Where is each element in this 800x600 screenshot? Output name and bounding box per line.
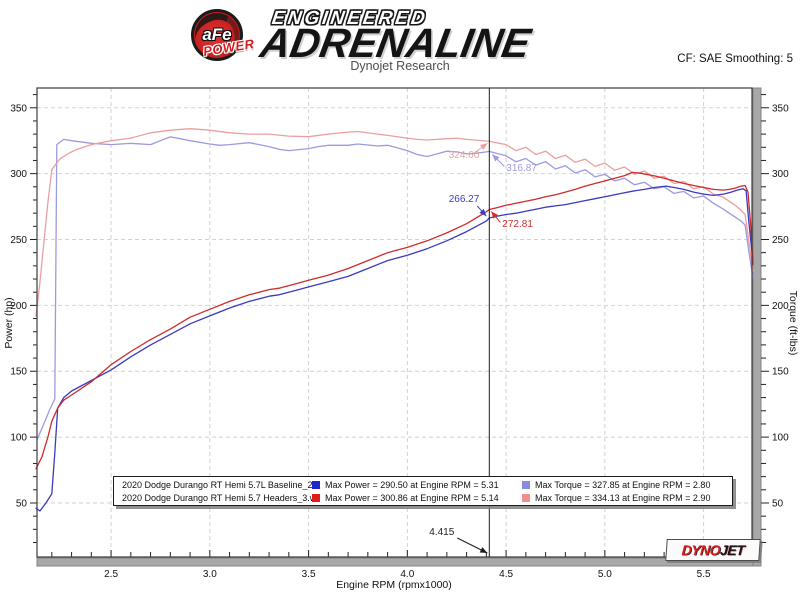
- power-swatch-icon: [312, 480, 320, 489]
- svg-text:50: 50: [16, 498, 28, 509]
- legend-box: 2020 Dodge Durango RT Hemi 5.7L Baseline…: [113, 476, 733, 506]
- svg-text:4.5: 4.5: [499, 569, 513, 580]
- svg-text:2.5: 2.5: [104, 569, 118, 580]
- legend-run-name: 2020 Dodge Durango RT Hemi 5.7 Headers_3…: [122, 492, 312, 503]
- legend-max-torque-baseline: Max Torque = 327.85 at Engine RPM = 2.80: [522, 480, 718, 490]
- y-axis-title-left: Power (hp): [3, 297, 15, 348]
- y-axis-title-right: Torque (ft-lbs): [787, 291, 799, 356]
- svg-text:350: 350: [10, 103, 27, 114]
- svg-text:350: 350: [772, 103, 789, 114]
- cursor-value-baseline-power: 266.27: [448, 194, 480, 206]
- legend-max-power-text: Max Power = 300.86 at Engine RPM = 5.14: [325, 492, 499, 503]
- legend-max-power-baseline: Max Power = 290.50 at Engine RPM = 5.31: [312, 480, 508, 490]
- legend-row-headers: 2020 Dodge Durango RT Hemi 5.7 Headers_3…: [114, 491, 732, 504]
- svg-text:300: 300: [10, 169, 27, 180]
- legend-row-baseline: 2020 Dodge Durango RT Hemi 5.7L Baseline…: [114, 478, 732, 491]
- svg-text:200: 200: [772, 301, 789, 312]
- legend-max-torque-text: Max Torque = 334.13 at Engine RPM = 2.90: [535, 492, 711, 503]
- chart-axis-ticks: 2.5 3.0 3.5 4.0 4.5 5.0 5.5 50 50 100 100 150 150 200…: [10, 94, 789, 580]
- annotation-leader-lines: [457, 142, 505, 554]
- dynojet-logo-dyno: DYNO: [681, 542, 721, 558]
- svg-text:100: 100: [772, 433, 789, 444]
- chart-subtitle: Dynojet Research: [350, 59, 450, 73]
- torque-swatch-icon: [522, 480, 530, 489]
- dyno-chart-plot[interactable]: 2.5 3.0 3.5 4.0 4.5 5.0 5.5 50 50 100 100 150 150 200…: [0, 85, 800, 600]
- svg-text:300: 300: [772, 169, 789, 180]
- legend-max-torque-headers: Max Torque = 334.13 at Engine RPM = 2.90: [522, 493, 718, 503]
- afe-badge-label: aFe: [202, 25, 232, 44]
- svg-text:5.5: 5.5: [697, 569, 711, 580]
- svg-text:100: 100: [10, 433, 27, 444]
- chart-curves: [35, 128, 754, 512]
- brand-header: aFe POWER ENGINEERED ADRENALINE: [0, 0, 800, 84]
- cursor-value-headers-power: 272.81: [502, 219, 533, 231]
- svg-text:250: 250: [772, 235, 789, 246]
- legend-run-name: 2020 Dodge Durango RT Hemi 5.7L Baseline…: [122, 479, 312, 490]
- dynojet-logo-jet: JET: [719, 542, 745, 558]
- svg-text:150: 150: [772, 367, 789, 378]
- series-baseline_power: [35, 185, 754, 512]
- afe-power-logo-icon: aFe: [191, 9, 243, 61]
- legend-max-power-text: Max Power = 290.50 at Engine RPM = 5.31: [325, 479, 499, 490]
- cursor-rpm-label: 4.415: [429, 527, 455, 538]
- x-axis-title: Engine RPM (rpmx1000): [336, 579, 452, 591]
- cursor-value-headers-torque: 324.60: [448, 150, 480, 162]
- series-baseline_torque: [36, 136, 754, 441]
- torque-swatch-icon: [522, 493, 530, 502]
- chart-frame: [36, 87, 753, 558]
- correction-factor-label: CF: SAE Smoothing: 5: [677, 53, 793, 65]
- svg-text:50: 50: [772, 498, 784, 509]
- cursor-value-baseline-torque: 316.87: [506, 163, 537, 175]
- svg-text:4.0: 4.0: [400, 569, 414, 580]
- legend-max-torque-text: Max Torque = 327.85 at Engine RPM = 2.80: [535, 479, 711, 490]
- svg-text:3.0: 3.0: [203, 569, 217, 580]
- svg-text:3.5: 3.5: [302, 569, 316, 580]
- dynojet-logo: DYNO JET: [665, 539, 761, 561]
- svg-text:200: 200: [10, 301, 27, 312]
- power-swatch-icon: [312, 493, 320, 502]
- series-headers_power: [35, 171, 754, 470]
- svg-text:250: 250: [10, 235, 27, 246]
- legend-max-power-headers: Max Power = 300.86 at Engine RPM = 5.14: [312, 493, 508, 503]
- svg-text:150: 150: [10, 367, 27, 378]
- svg-text:5.0: 5.0: [598, 569, 612, 580]
